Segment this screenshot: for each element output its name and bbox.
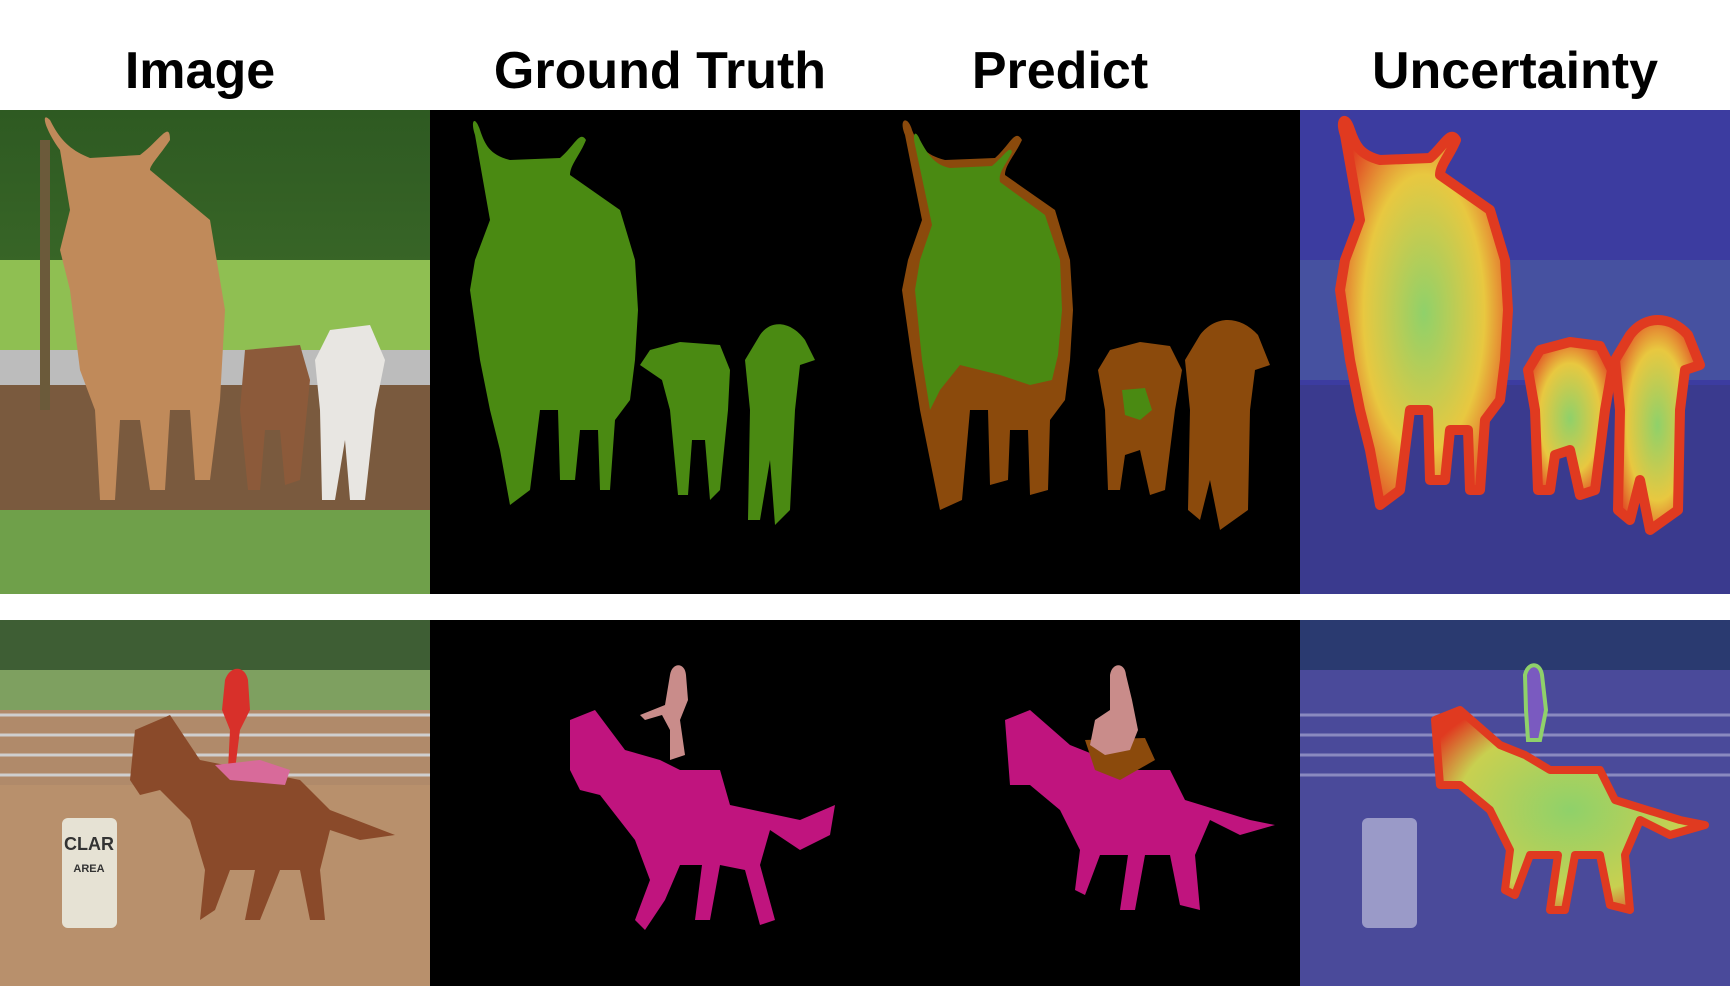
row1-ground-truth-panel xyxy=(430,110,870,594)
row1-image-panel xyxy=(0,110,430,594)
row1-predict-mask xyxy=(870,110,1300,594)
barrel-text-line2: AREA xyxy=(73,863,104,875)
row2-uncertainty-panel xyxy=(1300,620,1730,986)
header-image: Image xyxy=(124,42,276,100)
row1-uncertainty-panel xyxy=(1300,110,1730,594)
row1-predict-panel xyxy=(870,110,1300,594)
row2-uncertainty-map xyxy=(1300,620,1730,986)
row1-ground-truth-mask xyxy=(430,110,870,594)
barrel-text-line1: CLAR xyxy=(64,834,114,854)
row2-predict-mask xyxy=(870,620,1300,986)
row2-ground-truth-panel xyxy=(430,620,870,986)
barrel xyxy=(62,818,117,928)
row2-image-panel: CLAR AREA xyxy=(0,620,430,986)
row1-uncertainty-map xyxy=(1300,110,1730,594)
header-uncertainty: Uncertainty xyxy=(1371,42,1659,100)
row2-predict-panel xyxy=(870,620,1300,986)
row1-photo xyxy=(0,110,430,594)
row2-ground-truth-mask xyxy=(430,620,870,986)
header-ground-truth: Ground Truth xyxy=(493,42,827,100)
row2-photo: CLAR AREA xyxy=(0,620,430,986)
header-predict: Predict xyxy=(971,42,1149,100)
